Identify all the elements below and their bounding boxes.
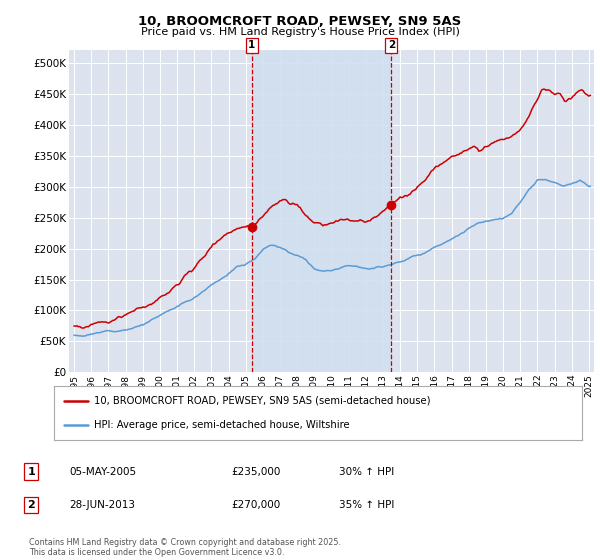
Text: 2: 2: [28, 500, 35, 510]
Text: HPI: Average price, semi-detached house, Wiltshire: HPI: Average price, semi-detached house,…: [94, 420, 349, 430]
Text: £235,000: £235,000: [231, 466, 280, 477]
Text: Price paid vs. HM Land Registry's House Price Index (HPI): Price paid vs. HM Land Registry's House …: [140, 27, 460, 37]
Text: £270,000: £270,000: [231, 500, 280, 510]
Text: 28-JUN-2013: 28-JUN-2013: [69, 500, 135, 510]
Text: 1: 1: [28, 466, 35, 477]
Text: 2: 2: [388, 40, 395, 50]
Text: 1: 1: [248, 40, 256, 50]
Text: 05-MAY-2005: 05-MAY-2005: [69, 466, 136, 477]
Text: 10, BROOMCROFT ROAD, PEWSEY, SN9 5AS: 10, BROOMCROFT ROAD, PEWSEY, SN9 5AS: [139, 15, 461, 27]
Bar: [252, 50, 391, 372]
Text: 35% ↑ HPI: 35% ↑ HPI: [339, 500, 394, 510]
Text: Contains HM Land Registry data © Crown copyright and database right 2025.
This d: Contains HM Land Registry data © Crown c…: [29, 538, 341, 557]
Text: 10, BROOMCROFT ROAD, PEWSEY, SN9 5AS (semi-detached house): 10, BROOMCROFT ROAD, PEWSEY, SN9 5AS (se…: [94, 396, 430, 406]
Text: 30% ↑ HPI: 30% ↑ HPI: [339, 466, 394, 477]
